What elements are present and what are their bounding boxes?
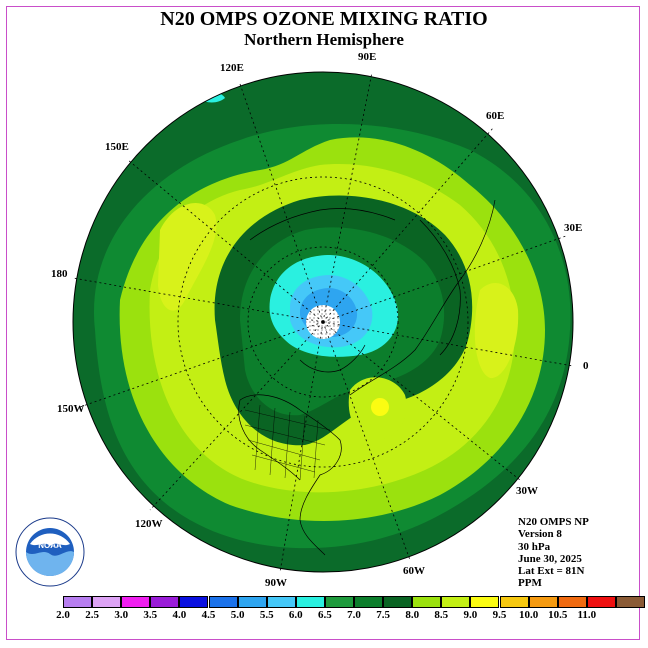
noaa-logo: NOAA: [15, 517, 85, 587]
date-text: June 30, 2025: [518, 552, 582, 565]
colorbar-swatch: [266, 596, 296, 608]
graticule: [72, 71, 574, 573]
colorbar-swatch: [150, 596, 180, 608]
colorbar-swatch: [528, 596, 558, 608]
lat-ext-text: Lat Ext = 81N: [518, 565, 585, 578]
lon-label-60e: 60E: [486, 110, 505, 122]
colorbar-tick-label: 8.0: [405, 609, 420, 621]
colorbar-swatch: [470, 596, 500, 608]
colorbar-tick-label: 7.5: [376, 609, 390, 621]
lon-label-30w: 30W: [516, 485, 538, 497]
map-subtitle: Northern Hemisphere: [244, 30, 404, 49]
colorbar-swatch: [121, 596, 151, 608]
colorbar-swatch: [237, 596, 267, 608]
colorbar-tick-label: 3.5: [143, 609, 158, 621]
colorbar-tick-label: 2.0: [56, 609, 70, 621]
ozone-field: [73, 72, 573, 572]
colorbar-tick-label: 7.0: [347, 609, 361, 621]
colorbar-tick-label: 5.5: [259, 609, 274, 621]
colorbar-swatch: [179, 596, 209, 608]
lon-label-120w: 120W: [135, 518, 163, 530]
metadata-block: N20 OMPS NP Version 8 30 hPa June 30, 20…: [518, 516, 589, 590]
colorbar-swatch: [557, 596, 587, 608]
colorbar-swatch: [324, 596, 354, 608]
svg-text:NOAA: NOAA: [38, 541, 62, 550]
colorbar-tick-label: 9.0: [463, 609, 478, 621]
lon-label-120e: 120E: [220, 62, 244, 74]
colorbar-swatch: [615, 596, 645, 608]
lon-label-90w: 90W: [265, 577, 287, 589]
colorbar-tick-label: 10.0: [518, 609, 539, 621]
colorbar-tick-label: 6.0: [288, 609, 303, 621]
colorbar-tick-label: 4.5: [201, 609, 216, 621]
colorbar-swatch: [412, 596, 442, 608]
instrument-text: N20 OMPS NP: [518, 516, 589, 528]
colorbar-tick-label: 11.0: [577, 609, 597, 621]
colorbar-tick-label: 2.5: [85, 609, 99, 621]
lon-label-150e: 150E: [105, 141, 129, 153]
colorbar-swatch: [92, 596, 122, 608]
colorbar-tick-label: 9.5: [492, 609, 507, 621]
lon-label-30e: 30E: [564, 222, 583, 234]
hemisphere-outline: [72, 71, 574, 573]
colorbar-tick-label: 6.5: [318, 609, 332, 621]
units-text: PPM: [518, 577, 542, 590]
colorbar-swatch: [383, 596, 413, 608]
colorbar-tick-label: 4.0: [172, 609, 187, 621]
colorbar-tick-label: 5.0: [230, 609, 245, 621]
colorbar-swatch: [208, 596, 238, 608]
lon-label-90e: 90E: [358, 51, 377, 63]
colorbar-tick-label: 8.5: [434, 609, 449, 621]
colorbar-tick-label: 10.5: [548, 609, 568, 621]
figure-frame: [6, 6, 640, 640]
colorbar-swatch: [441, 596, 471, 608]
colorbar-swatch: [499, 596, 529, 608]
lon-label-180: 180: [51, 268, 68, 280]
version-text: Version 8: [518, 528, 562, 541]
colorbar-swatch: [63, 596, 92, 608]
colorbar-tick-label: 3.0: [114, 609, 129, 621]
lon-label-0: 0: [583, 360, 589, 372]
colorbar-swatch: [354, 596, 383, 608]
lon-label-150w: 150W: [57, 403, 85, 415]
pressure-level-text: 30 hPa: [518, 540, 551, 553]
colorbar-swatch: [295, 596, 325, 608]
lon-label-60w: 60W: [403, 565, 425, 577]
colorbar-swatch: [586, 596, 616, 608]
map-title: N20 OMPS OZONE MIXING RATIO: [160, 8, 488, 30]
